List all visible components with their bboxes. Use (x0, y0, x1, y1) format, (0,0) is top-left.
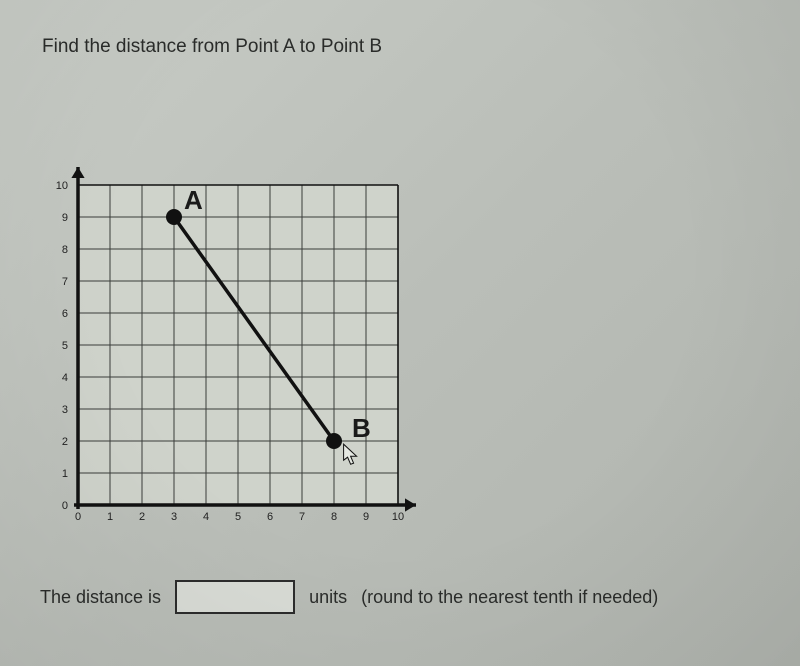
svg-text:3: 3 (62, 404, 68, 416)
svg-text:8: 8 (62, 244, 68, 256)
svg-text:1: 1 (62, 468, 68, 480)
answer-row: The distance is units (round to the near… (40, 580, 658, 614)
answer-units: units (309, 587, 347, 608)
svg-text:7: 7 (299, 511, 305, 523)
svg-text:2: 2 (139, 511, 145, 523)
svg-text:5: 5 (62, 340, 68, 352)
answer-hint: (round to the nearest tenth if needed) (361, 587, 658, 608)
question-text: Find the distance from Point A to Point … (42, 36, 382, 58)
svg-text:10: 10 (56, 180, 68, 192)
svg-text:1: 1 (107, 511, 113, 523)
svg-text:3: 3 (171, 511, 177, 523)
svg-text:5: 5 (235, 511, 241, 523)
svg-text:4: 4 (62, 372, 68, 384)
svg-text:4: 4 (203, 511, 209, 523)
chart-svg: 0 1 2 3 4 5 6 7 8 9 10 0 1 2 3 4 5 6 7 8 9 10 A B (30, 155, 430, 535)
svg-text:0: 0 (62, 500, 68, 512)
svg-text:10: 10 (392, 511, 404, 523)
svg-text:0: 0 (75, 511, 81, 523)
svg-text:2: 2 (62, 436, 68, 448)
answer-prefix: The distance is (40, 587, 161, 608)
svg-text:9: 9 (62, 212, 68, 224)
svg-text:B: B (352, 413, 371, 443)
svg-text:9: 9 (363, 511, 369, 523)
coordinate-chart: 0 1 2 3 4 5 6 7 8 9 10 0 1 2 3 4 5 6 7 8 9 10 A B (30, 155, 430, 535)
svg-text:6: 6 (267, 511, 273, 523)
svg-text:6: 6 (62, 308, 68, 320)
svg-text:7: 7 (62, 276, 68, 288)
answer-input[interactable] (175, 580, 295, 614)
svg-text:A: A (184, 185, 203, 215)
svg-text:8: 8 (331, 511, 337, 523)
